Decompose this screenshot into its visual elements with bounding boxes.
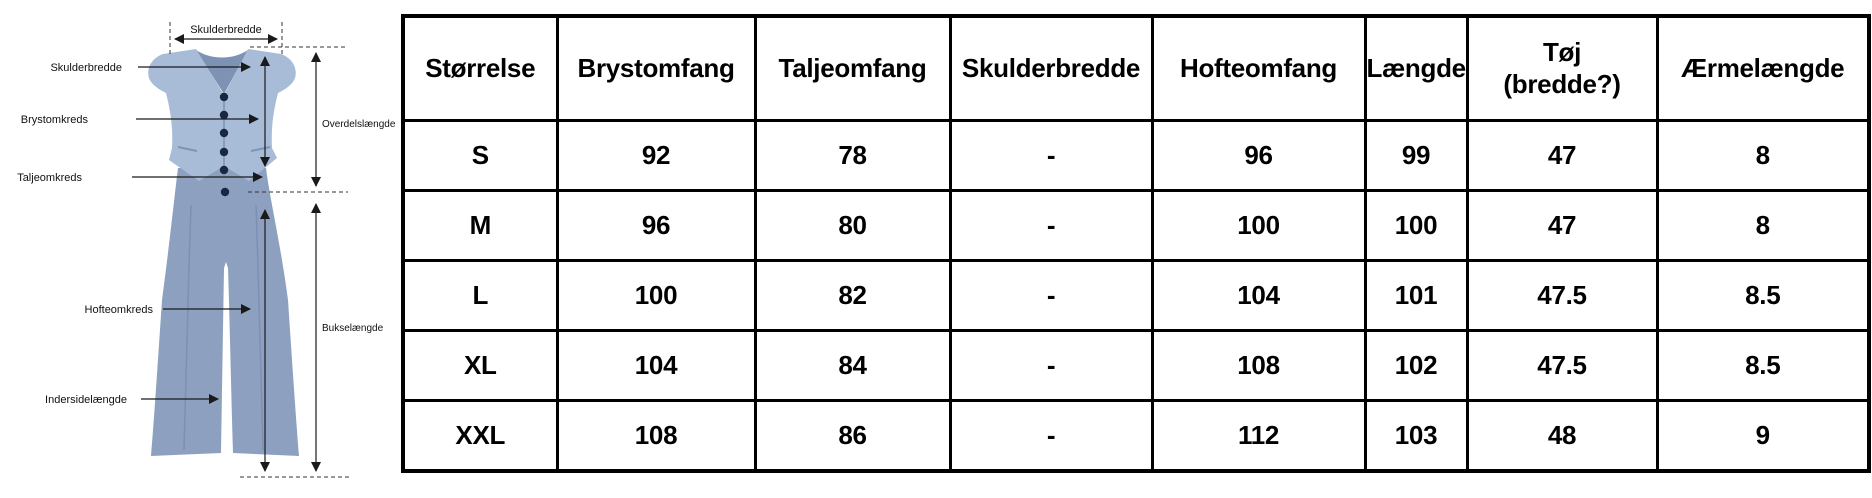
- table-cell: 48: [1465, 399, 1659, 473]
- table-cell: -: [948, 399, 1154, 473]
- size-chart-table: Størrelse Brystomfang Taljeomfang Skulde…: [401, 14, 1871, 473]
- table-cell: 82: [753, 259, 952, 332]
- table-cell: -: [948, 329, 1154, 402]
- label-overdelslaengde: Overdelslængde: [322, 119, 396, 130]
- size-cell: XXL: [401, 399, 559, 473]
- label-skulderbredde-top: Skulderbredde: [190, 24, 262, 36]
- table-row-xxl: XXL 108 86 - 112 103 48 9: [401, 399, 1871, 473]
- label-taljeomkreds: Taljeomkreds: [17, 172, 82, 184]
- table-cell: 100: [1363, 189, 1469, 262]
- size-cell: L: [401, 259, 559, 332]
- vest-neck-inner: [196, 50, 248, 94]
- table-cell: 9: [1655, 399, 1871, 473]
- table-cell: 101: [1363, 259, 1469, 332]
- table-cell: 92: [555, 119, 757, 192]
- table-cell: 102: [1363, 329, 1469, 402]
- measure-arrows: [132, 33, 322, 473]
- table-row-s: S 92 78 - 96 99 47 8: [401, 119, 1871, 192]
- table-cell: -: [948, 119, 1154, 192]
- table-cell: 78: [753, 119, 952, 192]
- header-skulderbredde: Skulderbredde: [948, 14, 1154, 122]
- table-cell: 99: [1363, 119, 1469, 192]
- header-laengde: Længde: [1363, 14, 1469, 122]
- header-stoerrelse: Størrelse: [401, 14, 559, 122]
- garment-diagram: Skulderbredde Skulderbredde Brystomkreds…: [17, 22, 396, 478]
- dashed-guides: [169, 22, 352, 478]
- table-cell: 47.5: [1465, 259, 1659, 332]
- label-indersidelaengde: Indersidelængde: [45, 394, 127, 406]
- table-cell: 47: [1465, 119, 1659, 192]
- size-cell: M: [401, 189, 559, 262]
- header-toej-bredde: Tøj (bredde?): [1465, 14, 1659, 122]
- table-cell: 80: [753, 189, 952, 262]
- pants-shape: [151, 168, 299, 456]
- label-brystomkreds: Brystomkreds: [21, 114, 89, 126]
- table-row-m: M 96 80 - 100 100 47 8: [401, 189, 1871, 262]
- table-cell: 8.5: [1655, 329, 1871, 402]
- garment-figure: Skulderbredde Skulderbredde Brystomkreds…: [0, 0, 404, 498]
- table-cell: -: [948, 259, 1154, 332]
- pants-crease-left: [183, 204, 192, 451]
- table-cell: -: [948, 189, 1154, 262]
- table-cell: 8: [1655, 189, 1871, 262]
- table-cell: 103: [1363, 399, 1469, 473]
- table-cell: 104: [1150, 259, 1367, 332]
- size-cell: S: [401, 119, 559, 192]
- label-bukselaengde: Bukselængde: [322, 323, 384, 334]
- table-cell: 100: [1150, 189, 1367, 262]
- header-brystomfang: Brystomfang: [555, 14, 757, 122]
- table-cell: 86: [753, 399, 952, 473]
- header-aermelaengde: Ærmelængde: [1655, 14, 1871, 122]
- vest-pocket-left: [177, 146, 198, 152]
- table-cell: 8: [1655, 119, 1871, 192]
- table-cell: 96: [555, 189, 757, 262]
- label-skulderbredde: Skulderbredde: [50, 62, 122, 74]
- table-cell: 47: [1465, 189, 1659, 262]
- table-cell: 8.5: [1655, 259, 1871, 332]
- table-cell: 96: [1150, 119, 1367, 192]
- table-cell: 112: [1150, 399, 1367, 473]
- table-cell: 84: [753, 329, 952, 402]
- table-cell: 108: [555, 399, 757, 473]
- header-row: Størrelse Brystomfang Taljeomfang Skulde…: [401, 14, 1871, 122]
- table-row-l: L 100 82 - 104 101 47.5 8.5: [401, 259, 1871, 332]
- table-cell: 104: [555, 329, 757, 402]
- table-row-xl: XL 104 84 - 108 102 47.5 8.5: [401, 329, 1871, 402]
- table-cell: 108: [1150, 329, 1367, 402]
- table-cell: 100: [555, 259, 757, 332]
- label-hofteomkreds: Hofteomkreds: [85, 304, 154, 316]
- header-hofteomfang: Hofteomfang: [1150, 14, 1367, 122]
- table-cell: 47.5: [1465, 329, 1659, 402]
- size-cell: XL: [401, 329, 559, 402]
- header-taljeomfang: Taljeomfang: [753, 14, 952, 122]
- vest-buttons: [219, 92, 230, 197]
